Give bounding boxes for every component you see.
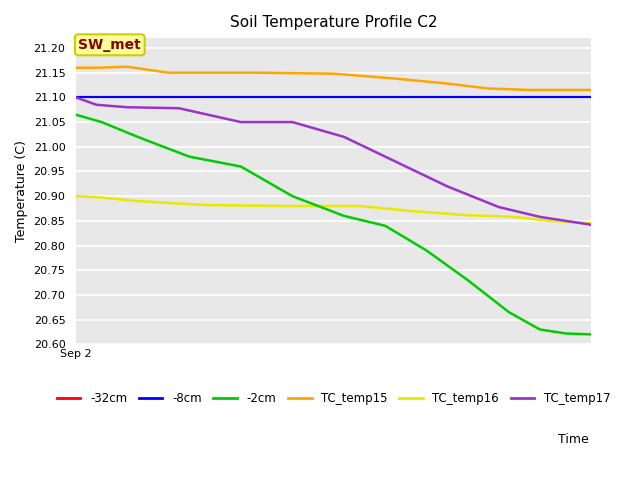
Line: TC_temp17: TC_temp17 <box>76 97 591 225</box>
TC_temp15 <box>484 85 492 91</box>
TC_temp16 <box>547 218 554 224</box>
Line: -2cm: -2cm <box>76 115 591 335</box>
TC_temp16 <box>407 208 415 214</box>
-2cm <box>237 164 244 169</box>
TC_temp17 <box>588 222 595 228</box>
TC_temp15 <box>330 71 337 76</box>
TC_temp17 <box>72 95 80 100</box>
Legend: -32cm, -8cm, -2cm, TC_temp15, TC_temp16, TC_temp17: -32cm, -8cm, -2cm, TC_temp15, TC_temp16,… <box>52 387 615 409</box>
TC_temp16 <box>356 203 364 209</box>
TC_temp17 <box>93 102 100 108</box>
-2cm <box>340 213 348 219</box>
TC_temp16 <box>93 194 100 200</box>
TC_temp16 <box>134 198 141 204</box>
-2cm <box>289 193 296 199</box>
TC_temp17 <box>175 105 183 111</box>
Line: TC_temp16: TC_temp16 <box>76 196 591 223</box>
Text: Time: Time <box>558 433 589 446</box>
TC_temp17 <box>536 214 544 220</box>
TC_temp17 <box>340 134 348 140</box>
TC_temp15 <box>124 64 131 70</box>
TC_temp16 <box>278 203 286 209</box>
-2cm <box>186 154 193 159</box>
-2cm <box>98 119 106 125</box>
Y-axis label: Temperature (C): Temperature (C) <box>15 140 28 242</box>
-2cm <box>536 326 544 332</box>
TC_temp15 <box>392 76 399 82</box>
-2cm <box>381 223 389 228</box>
TC_temp16 <box>72 193 80 199</box>
TC_temp17 <box>495 204 502 210</box>
TC_temp16 <box>459 212 467 218</box>
TC_temp15 <box>588 87 595 93</box>
TC_temp17 <box>124 104 131 110</box>
TC_temp17 <box>289 119 296 125</box>
TC_temp15 <box>525 87 533 93</box>
TC_temp16 <box>201 202 209 208</box>
TC_temp15 <box>93 65 100 71</box>
-2cm <box>588 332 595 337</box>
TC_temp17 <box>392 159 399 165</box>
Text: SW_met: SW_met <box>79 38 141 52</box>
TC_temp17 <box>237 119 244 125</box>
Title: Soil Temperature Profile C2: Soil Temperature Profile C2 <box>230 15 437 30</box>
TC_temp15 <box>72 65 80 71</box>
TC_temp15 <box>165 70 173 75</box>
-2cm <box>422 248 430 253</box>
Line: TC_temp15: TC_temp15 <box>76 67 591 90</box>
-2cm <box>72 112 80 118</box>
TC_temp15 <box>252 70 260 75</box>
TC_temp17 <box>444 183 451 189</box>
-2cm <box>464 277 472 283</box>
TC_temp16 <box>588 220 595 226</box>
-2cm <box>134 134 141 140</box>
TC_temp16 <box>510 214 518 220</box>
TC_temp15 <box>444 81 451 86</box>
-2cm <box>505 309 513 315</box>
-2cm <box>562 331 570 336</box>
